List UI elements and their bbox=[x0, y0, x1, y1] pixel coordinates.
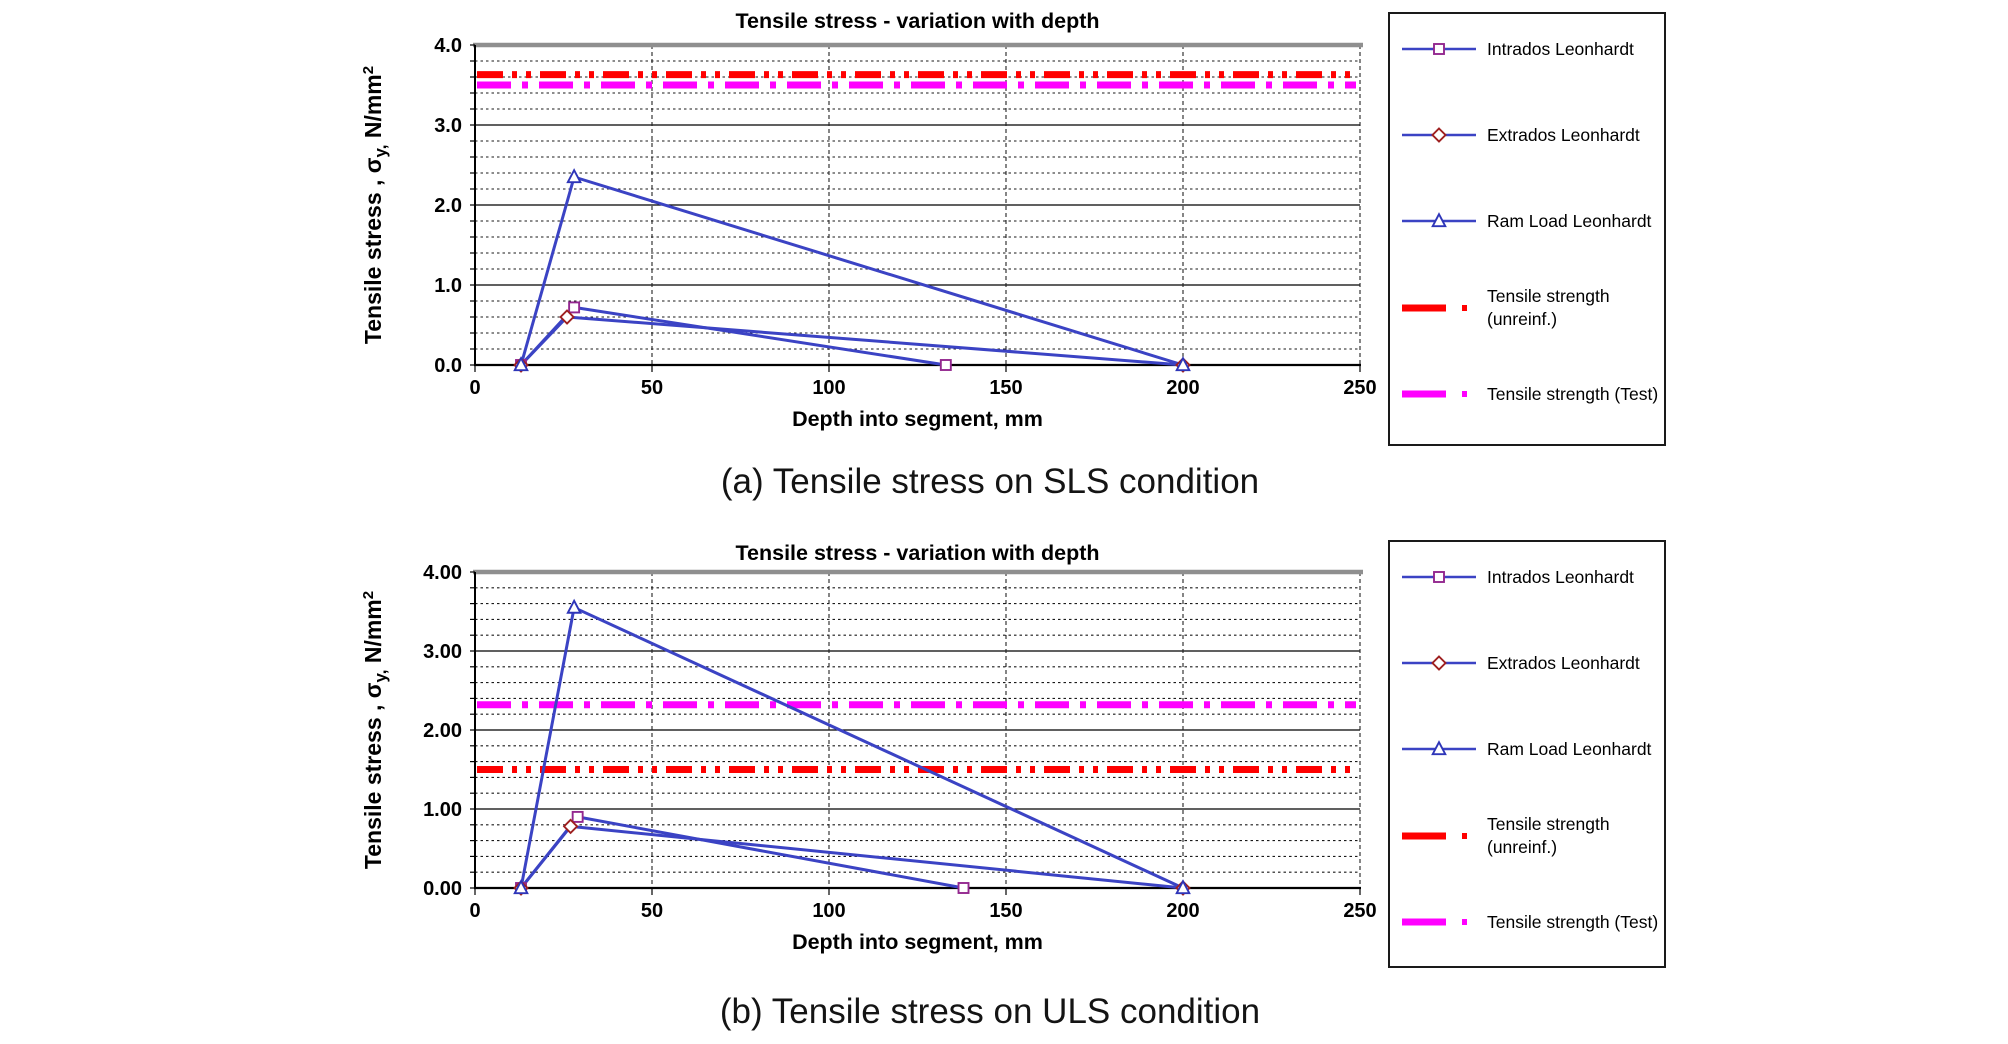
x-tick-label: 200 bbox=[1166, 900, 1199, 922]
legend-item-tensile-strength-test: Tensile strength (Test) bbox=[1400, 366, 1660, 422]
marker-triangle bbox=[1431, 740, 1447, 756]
series-line-ram-load-leonhardt bbox=[519, 606, 1184, 890]
marker-square bbox=[957, 882, 970, 894]
legend-swatch-diamond-marker-icon bbox=[1402, 127, 1476, 143]
x-tick-label: 100 bbox=[812, 900, 845, 922]
y-tick-label: 1.00 bbox=[423, 799, 462, 821]
y-tick-label: 2.00 bbox=[423, 720, 462, 742]
y-tick-label: 1.0 bbox=[434, 275, 462, 297]
legend-item-ram-load: Ram Load Leonhardt bbox=[1400, 193, 1660, 249]
y-tick-label: 0.00 bbox=[423, 878, 462, 900]
legend-swatch-triangle-marker-icon bbox=[1402, 212, 1476, 228]
legend-uls: Intrados Leonhardt Extrados Leonhardt Ram … bbox=[1388, 540, 1666, 968]
x-axis-title: Depth into segment, mm bbox=[792, 407, 1043, 431]
legend-item-tensile-strength-unreinf: Tensile strength (unreinf.) bbox=[1400, 802, 1660, 870]
x-tick-label: 50 bbox=[641, 377, 663, 399]
y-tick-label: 4.00 bbox=[423, 562, 462, 584]
marker-triangle bbox=[513, 879, 529, 895]
chart-title: Tensile stress - variation with depth bbox=[736, 9, 1100, 33]
legend-item-label: Intrados Leonhardt bbox=[1487, 38, 1634, 59]
y-axis-title: Tensile stress , σy, N/mm2 bbox=[360, 66, 390, 344]
marker-square bbox=[1433, 43, 1445, 55]
marker-triangle bbox=[566, 598, 582, 614]
marker-triangle bbox=[1175, 879, 1191, 895]
legend-sls: Intrados Leonhardt Extrados Leonhardt Ram … bbox=[1388, 12, 1666, 446]
y-axis-title: Tensile stress , σy, N/mm2 bbox=[360, 591, 390, 869]
legend-item-label: Extrados Leonhardt bbox=[1487, 652, 1640, 673]
legend-item-extrados: Extrados Leonhardt bbox=[1400, 107, 1660, 163]
marker-diamond bbox=[562, 818, 579, 835]
legend-item-label: Tensile strength (Test) bbox=[1487, 383, 1659, 404]
caption-uls: (b) Tensile stress on ULS condition bbox=[719, 992, 1261, 1031]
legend-swatch-square-marker-icon bbox=[1402, 43, 1476, 55]
legend-item-label: Ram Load Leonhardt bbox=[1487, 738, 1652, 759]
x-tick-label: 150 bbox=[989, 377, 1022, 399]
marker-square bbox=[568, 301, 581, 314]
legend-item-tensile-strength-test: Tensile strength (Test) bbox=[1400, 894, 1660, 950]
legend-item-label: Tensile strength (Test) bbox=[1487, 911, 1659, 932]
legend-swatch-dashdot-icon bbox=[1402, 918, 1467, 926]
legend-item-tensile-strength-unreinf: Tensile strength (unreinf.) bbox=[1400, 274, 1660, 342]
y-tick-label: 3.00 bbox=[423, 641, 462, 663]
chart-title: Tensile stress - variation with depth bbox=[736, 541, 1100, 565]
y-tick-label: 0.0 bbox=[434, 355, 462, 377]
x-tick-label: 0 bbox=[469, 377, 480, 399]
x-tick-label: 50 bbox=[641, 900, 663, 922]
y-tick-label: 2.0 bbox=[434, 195, 462, 217]
chart-uls: 0.00 1.00 2.00 3.00 4.00 0 50 100 150 200 250 Tensi… bbox=[360, 541, 1377, 954]
series-line-extrados-leonhardt bbox=[519, 315, 1184, 367]
x-tick-label: 100 bbox=[812, 377, 845, 399]
x-tick-label: 0 bbox=[469, 900, 480, 922]
legend-swatch-dashdot-icon bbox=[1402, 390, 1467, 398]
marker-diamond bbox=[1431, 655, 1447, 671]
legend-swatch-diamond-marker-icon bbox=[1402, 655, 1476, 671]
legend-item-ram-load: Ram Load Leonhardt bbox=[1400, 721, 1660, 777]
legend-item-label: Extrados Leonhardt bbox=[1487, 124, 1640, 145]
x-tick-label: 200 bbox=[1166, 377, 1199, 399]
marker-diamond bbox=[559, 309, 575, 325]
legend-swatch-triangle-marker-icon bbox=[1402, 740, 1476, 756]
marker-triangle bbox=[513, 356, 529, 372]
series-line-intrados-leonhardt bbox=[519, 305, 947, 367]
legend-swatch-dashdot-icon bbox=[1402, 832, 1467, 840]
legend-swatch-square-marker-icon bbox=[1402, 571, 1476, 583]
legend-item-extrados: Extrados Leonhardt bbox=[1400, 635, 1660, 691]
series-line-extrados-leonhardt bbox=[519, 824, 1184, 890]
marker-diamond bbox=[1431, 127, 1447, 143]
x-tick-label: 250 bbox=[1343, 377, 1376, 399]
y-tick-label: 3.0 bbox=[434, 115, 462, 137]
legend-item-intrados: Intrados Leonhardt bbox=[1400, 21, 1660, 77]
marker-triangle bbox=[566, 168, 582, 184]
x-tick-label: 150 bbox=[989, 900, 1022, 922]
y-tick-label: 4.0 bbox=[434, 35, 462, 57]
legend-item-intrados: Intrados Leonhardt bbox=[1400, 549, 1660, 605]
marker-triangle bbox=[1431, 212, 1447, 228]
chart-sls: 0.0 1.0 2.0 3.0 4.0 0 50 100 150 200 250 Tensile st… bbox=[360, 9, 1377, 431]
legend-item-label: Ram Load Leonhardt bbox=[1487, 210, 1652, 231]
caption-sls: (a) Tensile stress on SLS condition bbox=[720, 462, 1260, 501]
marker-square bbox=[939, 359, 952, 371]
legend-item-label: Intrados Leonhardt bbox=[1487, 566, 1634, 587]
legend-item-label: Tensile strength (unreinf.) bbox=[1487, 814, 1610, 857]
marker-square bbox=[1433, 571, 1445, 583]
legend-item-label: Tensile strength (unreinf.) bbox=[1487, 286, 1610, 329]
x-tick-label: 250 bbox=[1343, 900, 1376, 922]
legend-swatch-dashdot-icon bbox=[1402, 304, 1467, 312]
marker-triangle bbox=[1175, 356, 1191, 372]
marker-square bbox=[571, 810, 584, 823]
x-axis-title: Depth into segment, mm bbox=[792, 930, 1043, 954]
